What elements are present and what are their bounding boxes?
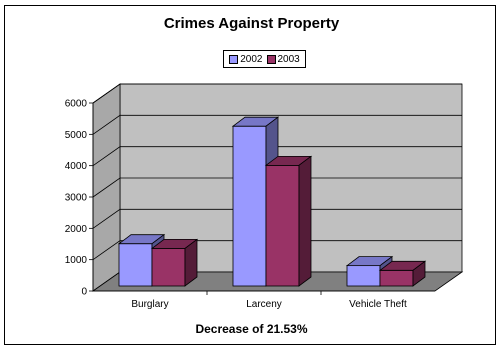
y-tick-label: 0 (81, 287, 87, 298)
y-tick-label: 3000 (65, 193, 88, 204)
legend-item-2003: 2003 (266, 53, 300, 65)
y-tick-label: 1000 (65, 255, 88, 266)
bar-2003-vehicle-theft (379, 269, 414, 287)
bar-side (298, 155, 312, 287)
x-tick-label: Burglary (131, 299, 168, 310)
bar-2002-burglary (118, 243, 153, 287)
legend-label-2002: 2002 (240, 53, 263, 65)
chart-caption: Decrease of 21.53% (195, 322, 308, 336)
legend-swatch-2003 (266, 54, 276, 64)
gridline (92, 240, 462, 260)
chart-title: Crimes Against Property (163, 15, 340, 32)
gridline (92, 114, 462, 135)
y-tick-label: 5000 (65, 130, 88, 141)
bar-2003-burglary (151, 247, 186, 287)
gridline (92, 208, 462, 229)
gridline (92, 177, 462, 198)
bar-side (412, 260, 426, 287)
y-tick-label: 4000 (65, 161, 88, 172)
gridline (92, 83, 462, 104)
y-tick-label: 6000 (65, 99, 88, 110)
bar-2003-larceny (265, 164, 300, 287)
y-tick-label: 2000 (65, 224, 88, 235)
gridline (92, 146, 462, 166)
legend-item-2002: 2002 (229, 53, 263, 65)
x-tick-label: Larceny (246, 299, 282, 310)
bar-2002-larceny (232, 125, 267, 287)
legend-swatch-2002 (229, 54, 239, 64)
legend-label-2003: 2003 (277, 53, 300, 65)
x-tick-label: Vehicle Theft (349, 299, 407, 310)
bar-side (184, 238, 198, 287)
chart-legend: 2002 2003 (223, 50, 306, 68)
bar-2002-vehicle-theft (346, 265, 381, 287)
